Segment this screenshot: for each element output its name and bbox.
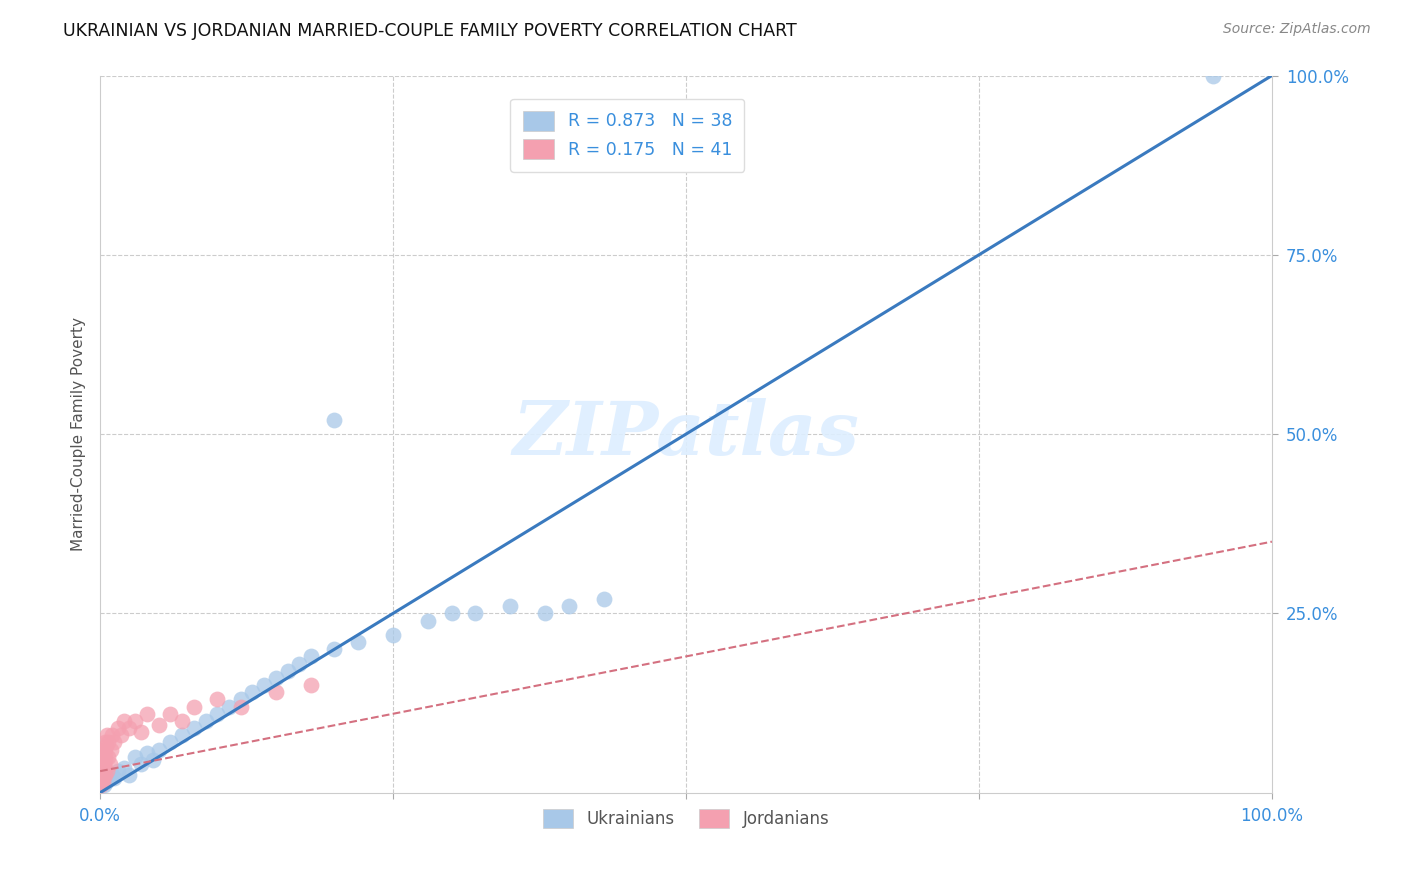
Point — [91, 775, 114, 789]
Point — [93, 756, 115, 771]
Point — [101, 728, 124, 742]
Point — [558, 599, 581, 614]
Point — [299, 678, 322, 692]
Point — [90, 764, 112, 779]
Point — [101, 768, 124, 782]
Point — [159, 735, 181, 749]
Point — [94, 735, 117, 749]
Text: Source: ZipAtlas.com: Source: ZipAtlas.com — [1223, 22, 1371, 37]
Point — [264, 671, 287, 685]
Legend: Ukrainians, Jordanians: Ukrainians, Jordanians — [536, 802, 837, 835]
Point — [97, 735, 120, 749]
Point — [91, 756, 114, 771]
Point — [323, 413, 346, 427]
Point — [94, 739, 117, 753]
Point — [534, 607, 557, 621]
Point — [90, 775, 112, 789]
Point — [136, 706, 159, 721]
Point — [593, 592, 616, 607]
Point — [94, 746, 117, 760]
Point — [103, 772, 125, 786]
Point — [218, 699, 240, 714]
Point — [299, 649, 322, 664]
Point — [277, 664, 299, 678]
Point — [347, 635, 370, 649]
Point — [159, 706, 181, 721]
Point — [94, 775, 117, 789]
Point — [172, 714, 194, 728]
Point — [107, 721, 129, 735]
Point — [1202, 69, 1225, 83]
Point — [207, 692, 229, 706]
Point — [100, 742, 122, 756]
Point — [97, 749, 120, 764]
Point — [229, 699, 252, 714]
Point — [93, 779, 115, 793]
Point — [96, 764, 118, 779]
Point — [242, 685, 264, 699]
Point — [323, 642, 346, 657]
Point — [112, 760, 135, 774]
Point — [93, 760, 115, 774]
Text: UKRAINIAN VS JORDANIAN MARRIED-COUPLE FAMILY POVERTY CORRELATION CHART: UKRAINIAN VS JORDANIAN MARRIED-COUPLE FA… — [63, 22, 797, 40]
Point — [98, 756, 121, 771]
Point — [142, 753, 165, 767]
Point — [103, 735, 125, 749]
Point — [194, 714, 217, 728]
Point — [136, 746, 159, 760]
Point — [382, 628, 405, 642]
Point — [148, 717, 170, 731]
Point — [124, 714, 146, 728]
Point — [118, 768, 141, 782]
Point — [91, 749, 114, 764]
Point — [440, 607, 463, 621]
Y-axis label: Married-Couple Family Poverty: Married-Couple Family Poverty — [72, 317, 86, 551]
Point — [288, 657, 311, 671]
Point — [110, 728, 132, 742]
Text: ZIPatlas: ZIPatlas — [513, 398, 859, 470]
Point — [94, 753, 117, 767]
Point — [129, 724, 152, 739]
Point — [124, 749, 146, 764]
Point — [93, 772, 115, 786]
Point — [207, 706, 229, 721]
Point — [93, 768, 115, 782]
Point — [499, 599, 522, 614]
Point — [264, 685, 287, 699]
Point — [96, 728, 118, 742]
Point — [98, 772, 121, 786]
Point — [91, 764, 114, 779]
Point — [183, 721, 205, 735]
Point — [129, 756, 152, 771]
Point — [118, 721, 141, 735]
Point — [93, 742, 115, 756]
Point — [172, 728, 194, 742]
Point — [107, 764, 129, 779]
Point — [148, 742, 170, 756]
Point — [90, 779, 112, 793]
Point — [418, 614, 440, 628]
Point — [253, 678, 276, 692]
Point — [90, 768, 112, 782]
Point — [464, 607, 486, 621]
Point — [229, 692, 252, 706]
Point — [90, 772, 112, 786]
Point — [183, 699, 205, 714]
Point — [112, 714, 135, 728]
